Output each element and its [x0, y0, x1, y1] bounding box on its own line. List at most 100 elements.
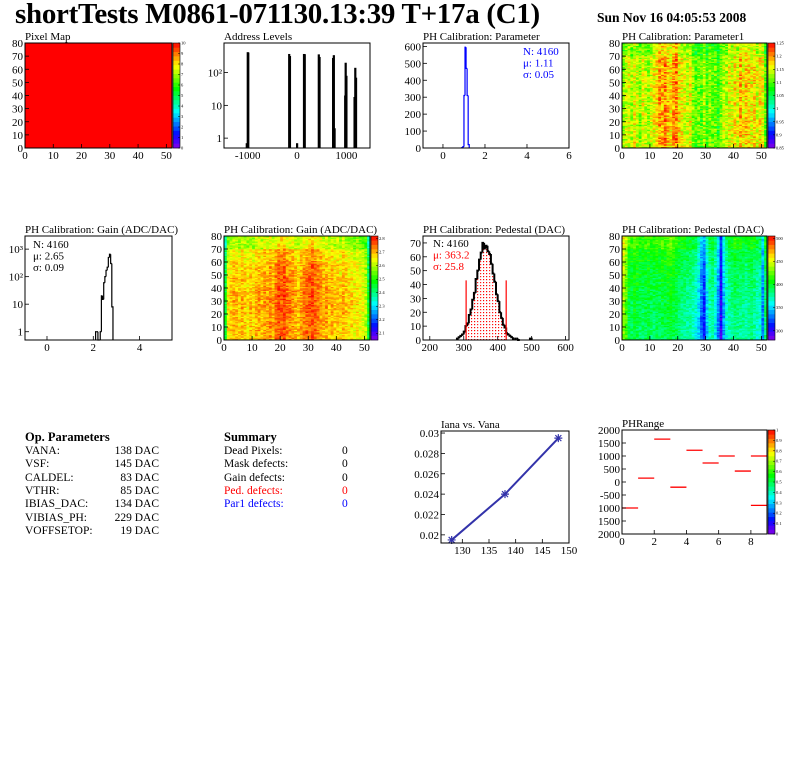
- heatmap-cell: [694, 92, 698, 95]
- heatmap-cell: [680, 43, 684, 45]
- heatmap-cell: [630, 102, 634, 104]
- heatmap-cell: [672, 53, 676, 56]
- heatmap-cell: [663, 75, 667, 78]
- heatmap-cell: [622, 125, 626, 128]
- heatmap-cell: [633, 98, 637, 100]
- heatmap-cell: [661, 127, 665, 129]
- heatmap-cell: [633, 85, 637, 87]
- heatmap-cell: [680, 145, 684, 147]
- heatmap-cell: [635, 75, 640, 78]
- heatmap-cell: [649, 71, 653, 74]
- heatmap-cell: [655, 100, 659, 103]
- heatmap-cell: [638, 94, 642, 96]
- heatmap-cell: [666, 115, 670, 117]
- heatmap-cell: [655, 73, 659, 75]
- heatmap-cell: [686, 116, 690, 119]
- heatmap-cell: [691, 145, 695, 147]
- heatmap-cell: [663, 119, 667, 121]
- heatmap-cell: [622, 137, 626, 140]
- heatmap-cell: [622, 130, 626, 133]
- heatmap-cell: [672, 88, 676, 91]
- heatmap-cell: [641, 86, 645, 88]
- heatmap-cell: [686, 81, 690, 83]
- heatmap-cell: [661, 115, 665, 117]
- x-tick-label: 40: [133, 150, 145, 162]
- heatmap-cell: [691, 137, 695, 140]
- heatmap-cell: [694, 86, 698, 88]
- heatmap-cell: [661, 50, 665, 53]
- heatmap-cell: [680, 94, 684, 96]
- heatmap-cell: [644, 96, 648, 99]
- heatmap-cell: [644, 70, 648, 73]
- y-tick-label: 70: [12, 51, 24, 63]
- heatmap-cell: [688, 127, 693, 129]
- heatmap-cell: [688, 91, 693, 94]
- heatmap-cell: [663, 52, 667, 54]
- heatmap-cell: [638, 137, 642, 140]
- heatmap-cell: [688, 66, 693, 69]
- heatmap-cell: [647, 82, 651, 84]
- heatmap-cell: [633, 54, 637, 57]
- heatmap-cell: [680, 132, 684, 134]
- heatmap-cell: [686, 48, 690, 50]
- heatmap-cell: [666, 107, 670, 109]
- heatmap-cell: [694, 104, 698, 107]
- heatmap-cell: [644, 103, 648, 105]
- heatmap-cell: [669, 141, 673, 144]
- heatmap-cell: [647, 111, 651, 113]
- heatmap-cell: [641, 140, 645, 142]
- heatmap-cell: [638, 138, 642, 141]
- heatmap-cell: [652, 134, 656, 137]
- heatmap-cell: [655, 64, 659, 66]
- heatmap-cell: [624, 119, 628, 121]
- heatmap-cell: [658, 53, 662, 56]
- heatmap-cell: [655, 75, 659, 78]
- heatmap-cell: [635, 95, 640, 98]
- heatmap-cell: [677, 144, 681, 146]
- heatmap-cell: [644, 86, 648, 88]
- heatmap-cell: [691, 78, 695, 81]
- heatmap-cell: [672, 116, 676, 119]
- heatmap-cell: [677, 62, 681, 65]
- heatmap-cell: [658, 98, 662, 100]
- heatmap-cell: [672, 75, 676, 78]
- heatmap-cell: [661, 73, 665, 75]
- heatmap-cell: [677, 124, 681, 126]
- heatmap-cell: [641, 136, 645, 138]
- heatmap-cell: [649, 106, 653, 108]
- heatmap-cell: [627, 142, 631, 145]
- heatmap-cell: [652, 83, 656, 86]
- heatmap-cell: [688, 117, 693, 120]
- y-tick-label: 200: [405, 109, 422, 121]
- heatmap-cell: [691, 98, 695, 100]
- heatmap-cell: [638, 56, 642, 58]
- heatmap-cell: [652, 66, 656, 69]
- heatmap-cell: [677, 45, 681, 48]
- heatmap-cell: [633, 117, 637, 120]
- heatmap-cell: [686, 85, 690, 87]
- heatmap-cell: [624, 69, 628, 71]
- heatmap-cell: [649, 88, 653, 91]
- heatmap-cell: [641, 62, 645, 65]
- heatmap-cell: [688, 78, 693, 81]
- heatmap-cell: [641, 142, 645, 145]
- heatmap-cell: [658, 75, 662, 78]
- heatmap-cell: [647, 129, 651, 132]
- heatmap-cell: [624, 44, 628, 46]
- colorbar-segment: [768, 82, 775, 88]
- heatmap-cell: [624, 57, 628, 60]
- heatmap-cell: [677, 119, 681, 121]
- heatmap-cell: [691, 136, 695, 138]
- y-tick-label: 400: [405, 75, 422, 87]
- heatmap-cell: [683, 49, 687, 52]
- heatmap-cell: [674, 104, 679, 107]
- heatmap-cell: [691, 115, 695, 117]
- heatmap-cell: [630, 70, 634, 73]
- heatmap-cell: [658, 146, 662, 149]
- heatmap-cell: [652, 62, 656, 65]
- colorbar-tick-label: 1.15: [776, 67, 785, 72]
- heatmap-cell: [655, 57, 659, 60]
